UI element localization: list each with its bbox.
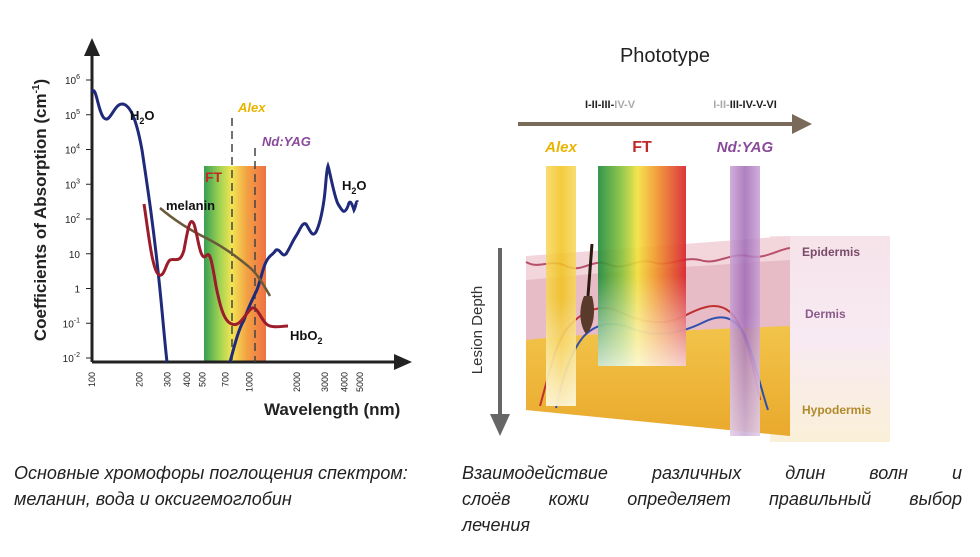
ft-label: FT bbox=[205, 169, 223, 185]
h2o-label-right: H2O bbox=[342, 178, 367, 196]
phototype-left: I-II-III-IV-V bbox=[585, 99, 636, 111]
lesion-depth-arrowhead bbox=[490, 414, 510, 436]
x-ticks: 100 200 300 400 500 700 1000 2000 3000 4000 5000 bbox=[87, 372, 365, 392]
dermis-label: Dermis bbox=[805, 307, 846, 321]
melanin-curve bbox=[159, 207, 272, 297]
phototype-title: Phototype bbox=[620, 45, 710, 67]
hair-shaft bbox=[586, 243, 594, 297]
hypodermis-label: Hypodermis bbox=[802, 403, 872, 417]
alex-beam-label: Alex bbox=[544, 139, 577, 156]
phototype-right: I-II-III-IV-V-VI bbox=[713, 99, 777, 111]
x-tick-label: 700 bbox=[220, 372, 230, 387]
x-tick-label: 3000 bbox=[320, 372, 330, 392]
y-tick-label: 103 bbox=[65, 178, 80, 191]
y-tick-label: 1 bbox=[74, 285, 80, 296]
hbo2-label: HbO2 bbox=[290, 328, 322, 346]
lesion-depth-label: Lesion Depth bbox=[469, 286, 486, 374]
hypodermis-layer bbox=[526, 326, 790, 436]
ft-band bbox=[204, 166, 266, 362]
ft-beam-label: FT bbox=[632, 139, 652, 156]
x-axis-arrow bbox=[394, 354, 412, 370]
alex-label: Alex bbox=[237, 100, 266, 115]
water-curve bbox=[90, 89, 169, 363]
x-tick-label: 4000 bbox=[340, 372, 350, 392]
phototype-arrowhead bbox=[792, 114, 812, 134]
x-tick-label: 5000 bbox=[355, 372, 365, 392]
caption-right-line: слоёв кожи определяет правильный выбор bbox=[462, 489, 962, 509]
h2o-label-left: H2O bbox=[130, 108, 155, 126]
epidermis-label: Epidermis bbox=[802, 245, 860, 259]
x-tick-label: 400 bbox=[182, 372, 192, 387]
y-axis-arrow bbox=[84, 38, 100, 56]
caption-right-line: Взаимодействие различных длин волн и bbox=[462, 463, 962, 483]
y-tick-label: 106 bbox=[65, 74, 80, 87]
hair-follicle bbox=[580, 296, 594, 334]
caption-right-line: лечения bbox=[462, 515, 531, 535]
y-tick-label: 102 bbox=[65, 213, 80, 226]
x-tick-label: 200 bbox=[134, 372, 144, 387]
y-tick-label: 10 bbox=[69, 250, 81, 261]
x-tick-label: 300 bbox=[162, 372, 172, 387]
y-tick-label: 10-1 bbox=[63, 317, 80, 330]
x-tick-label: 2000 bbox=[292, 372, 302, 392]
caption-left: Основные хромофоры поглощения спектром: … bbox=[14, 463, 408, 509]
y-tick-label: 104 bbox=[65, 144, 80, 157]
hbo2-curve bbox=[142, 203, 289, 329]
y-tick-label: 105 bbox=[65, 109, 80, 122]
x-axis-title: Wavelength (nm) bbox=[264, 400, 400, 419]
x-tick-label: 100 bbox=[87, 372, 97, 387]
ndyag-beam-label: Nd:YAG bbox=[717, 139, 774, 156]
ndyag-label: Nd:YAG bbox=[262, 134, 311, 149]
y-axis-title: Coefficients of Absorption (cm-1) bbox=[31, 79, 50, 341]
x-tick-label: 1000 bbox=[245, 372, 255, 392]
ft-beam-fade bbox=[598, 166, 686, 366]
melanin-label: melanin bbox=[166, 198, 215, 213]
water-curve-nir bbox=[228, 161, 360, 363]
skin-diagram: Phototype I-II-III-IV-V I-II-III-IV-V-VI… bbox=[469, 45, 890, 442]
y-tick-label: 10-2 bbox=[63, 352, 80, 365]
alex-beam-fade bbox=[546, 166, 576, 406]
x-tick-label: 500 bbox=[197, 372, 207, 387]
caption-right: Взаимодействие различных длин волн и сло… bbox=[462, 460, 962, 538]
ndyag-beam-fade bbox=[730, 166, 760, 436]
